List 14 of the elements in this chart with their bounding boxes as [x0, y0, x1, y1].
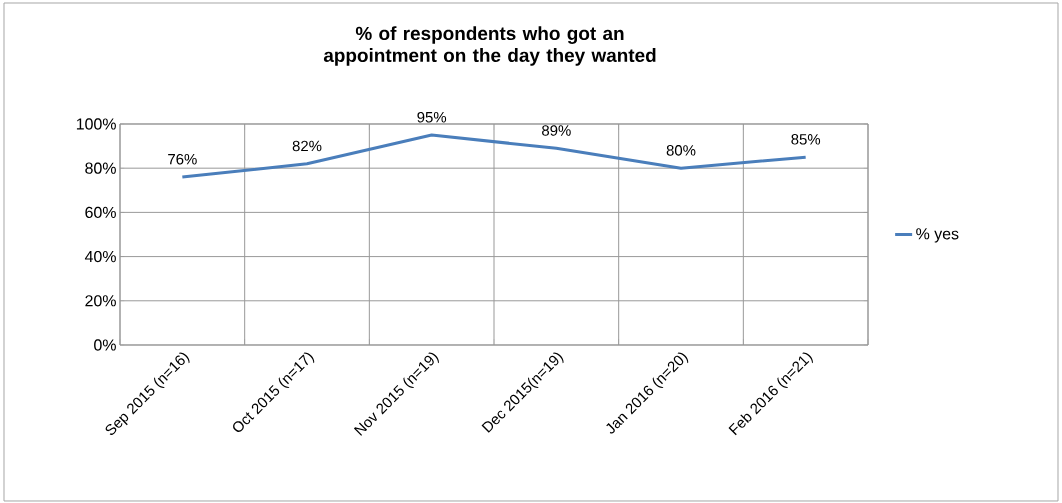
data-label: 82% [292, 140, 322, 152]
data-label: 76% [168, 153, 197, 165]
data-label: 95% [417, 111, 447, 123]
y-tick-label: 20% [85, 295, 116, 307]
data-label: 80% [666, 145, 696, 156]
chart-title: % of respondents who got an appointment on the day they wanted [323, 26, 656, 66]
y-tick-label: 60% [85, 206, 116, 219]
y-tick-label: 100% [76, 118, 116, 130]
data-label: 89% [542, 125, 571, 136]
y-tick-label: 80% [85, 162, 116, 174]
data-label: 85% [791, 134, 821, 145]
y-tick-label: 40% [84, 250, 116, 263]
legend-label: % yes [916, 228, 959, 243]
y-tick-label: 0% [94, 339, 116, 351]
